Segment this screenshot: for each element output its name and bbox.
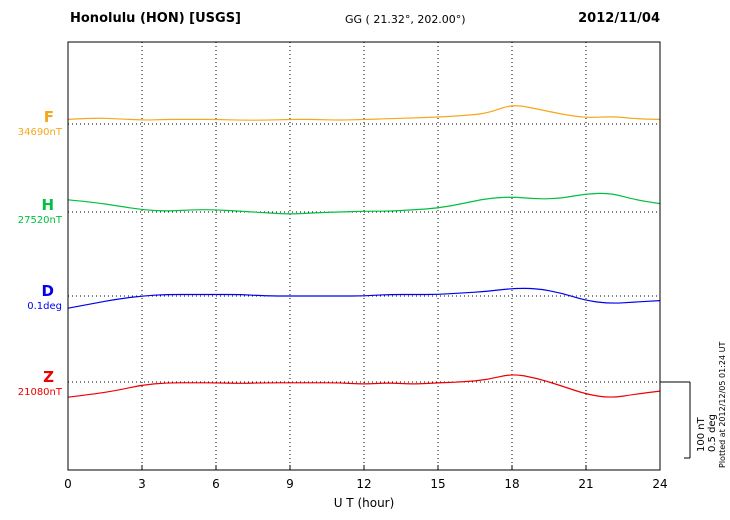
- trace-F: [67, 105, 661, 121]
- geographic-coords: GG ( 21.32°, 202.00°): [345, 13, 466, 26]
- plotted-at-note: Plotted at 2012/12/05 01:24 UT: [718, 341, 727, 468]
- x-tick-label: 9: [286, 477, 294, 491]
- series-baseline-D: 0.1deg: [27, 301, 62, 312]
- series-label-F: F: [43, 108, 54, 126]
- series-label-H: H: [41, 196, 54, 214]
- x-tick-label: 6: [212, 477, 220, 491]
- trace-Z: [67, 374, 661, 398]
- x-tick-label: 15: [430, 477, 445, 491]
- series-baseline-F: 34690nT: [17, 127, 62, 138]
- trace-H: [67, 192, 661, 215]
- station-title: Honolulu (HON) [USGS]: [70, 11, 241, 26]
- x-axis-label: U T (hour): [333, 496, 395, 510]
- scale-label-nt: 100 nT: [696, 417, 707, 452]
- series-label-D: D: [41, 282, 54, 300]
- series-baseline-H: 27520nT: [17, 215, 62, 226]
- x-tick-label: 0: [64, 477, 72, 491]
- trace-D: [67, 287, 661, 309]
- x-tick-label: 3: [138, 477, 146, 491]
- x-tick-label: 21: [578, 477, 593, 491]
- scale-label-deg: 0.5 deg: [707, 414, 718, 452]
- plot-date: 2012/11/04: [578, 11, 660, 26]
- plot-frame: [67, 41, 661, 471]
- x-tick-label: 18: [504, 477, 519, 491]
- x-tick-label: 12: [356, 477, 371, 491]
- series-label-Z: Z: [43, 368, 54, 386]
- series-baseline-Z: 21080nT: [17, 387, 62, 398]
- x-tick-label: 24: [652, 477, 667, 491]
